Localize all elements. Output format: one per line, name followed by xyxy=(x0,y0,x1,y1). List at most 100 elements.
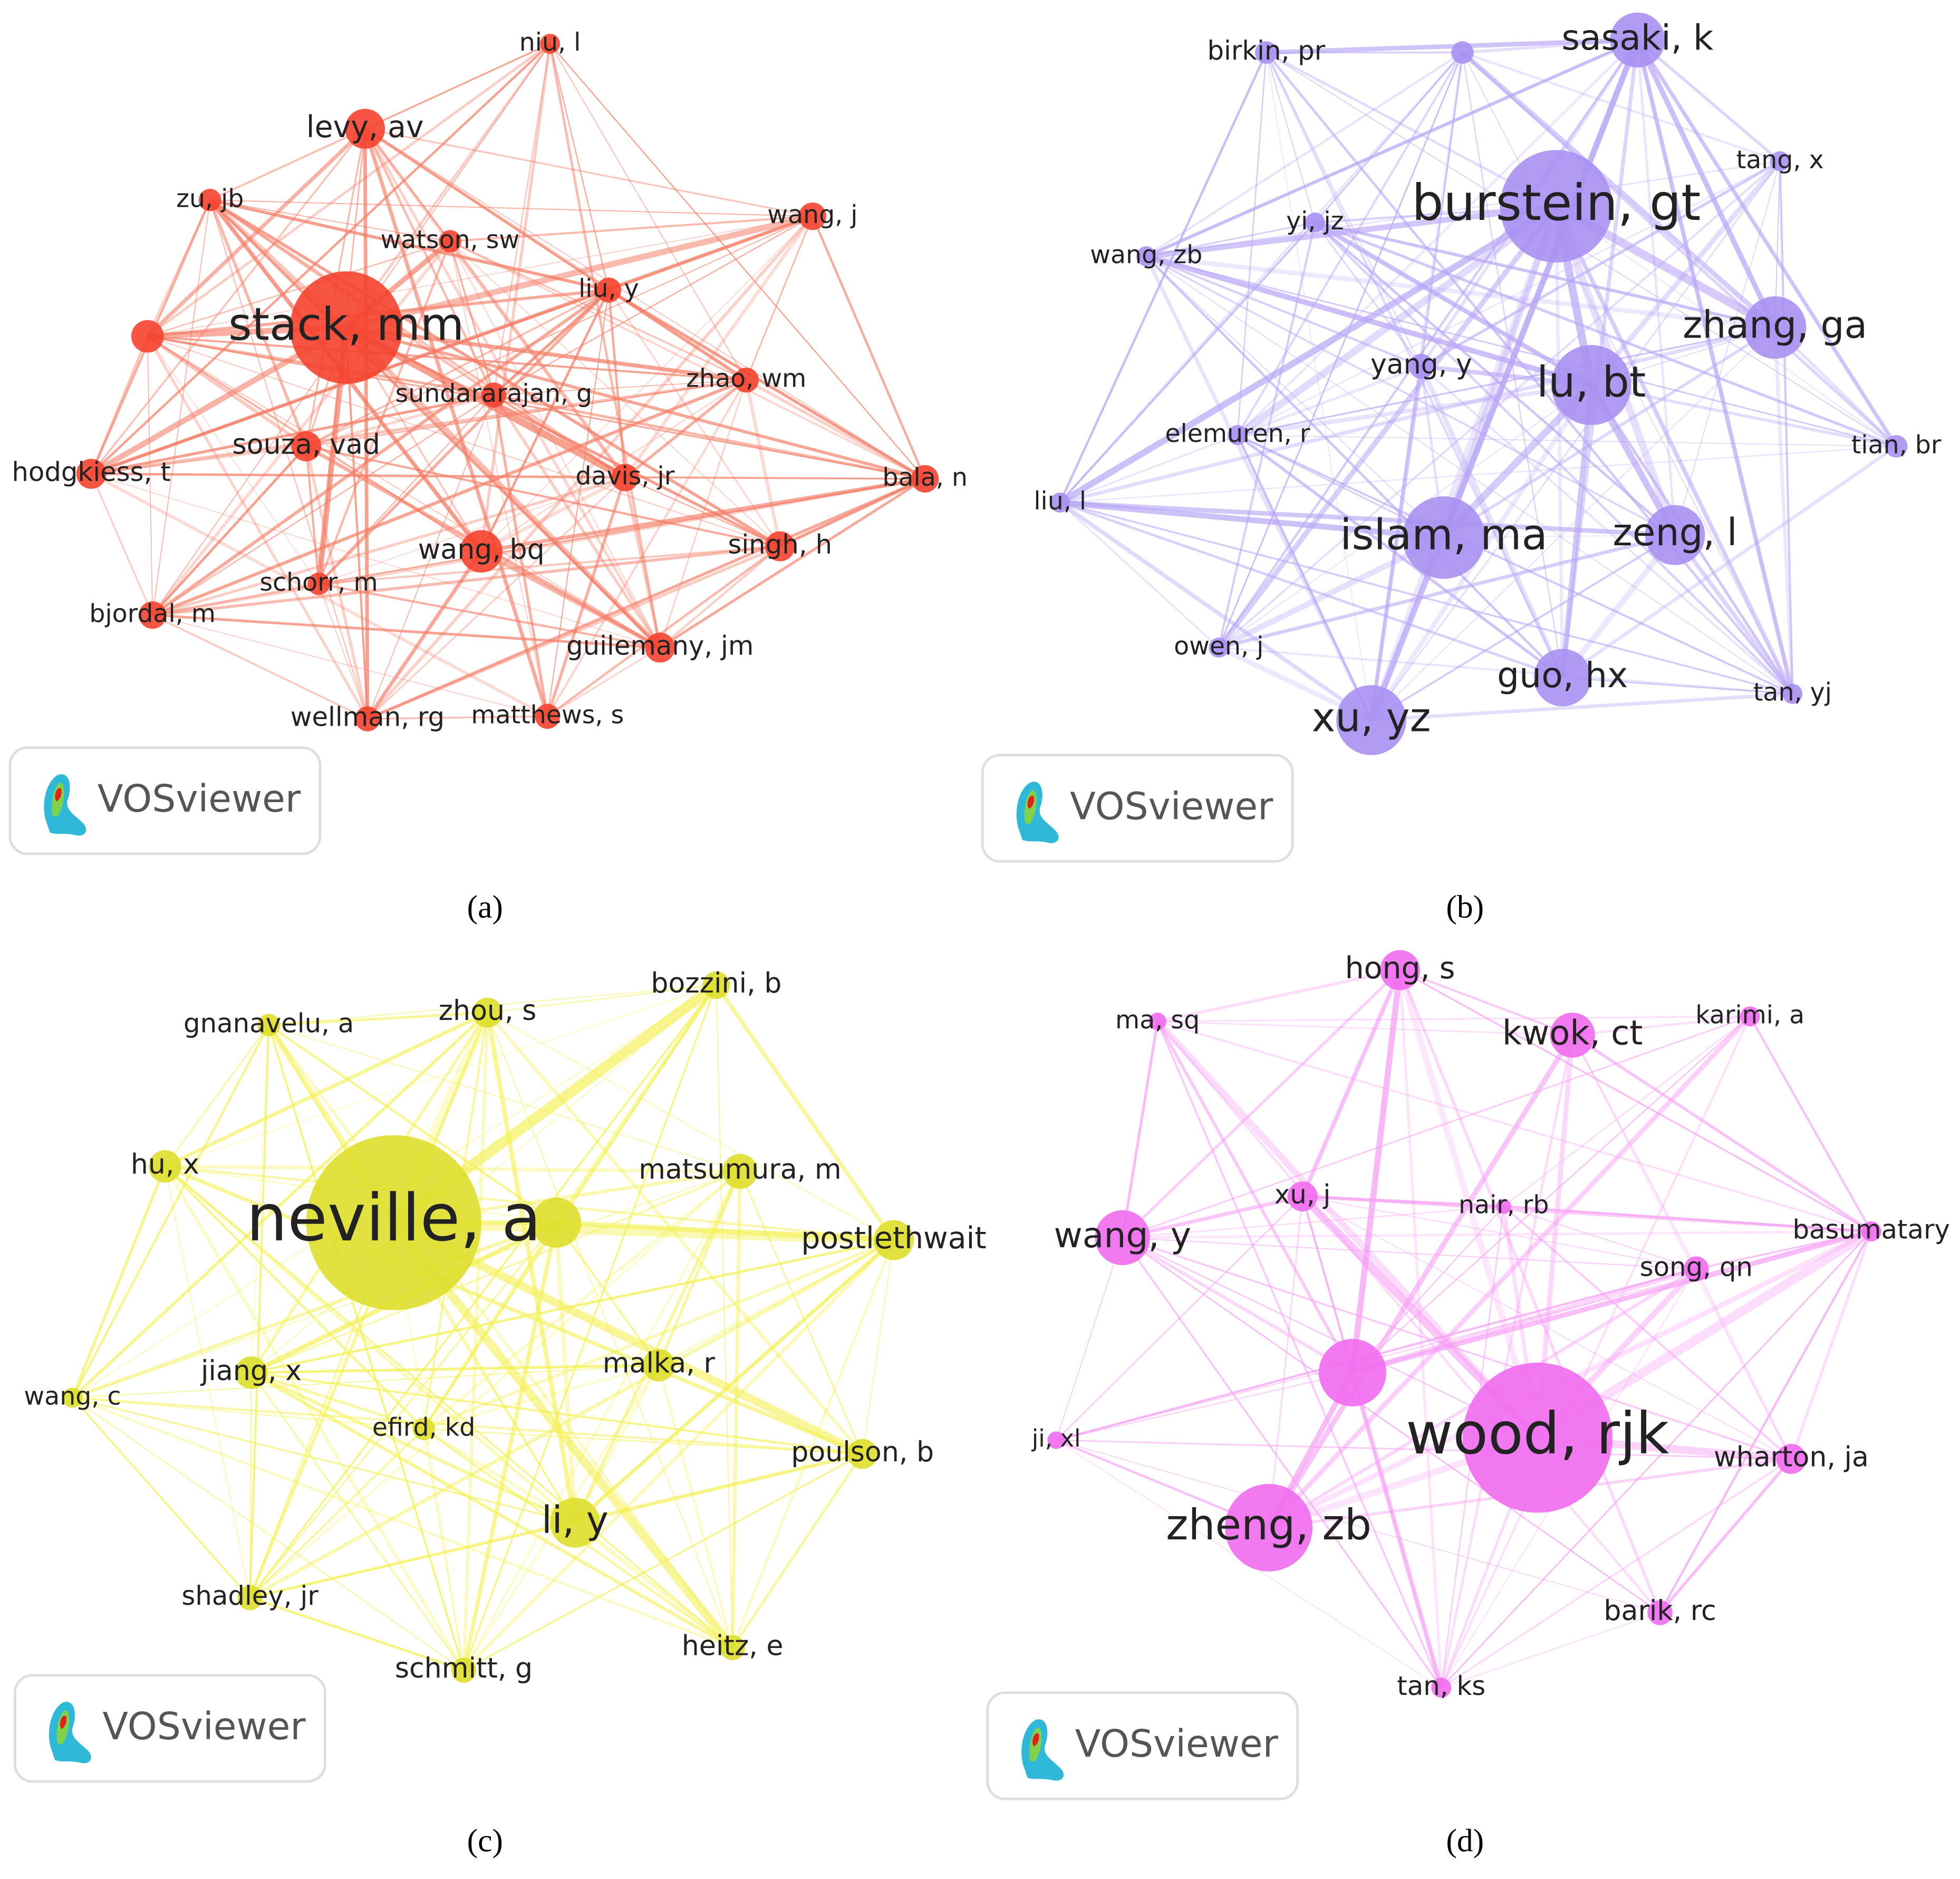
edge xyxy=(1441,1231,1872,1689)
node-label: levy, av xyxy=(306,110,424,144)
logo-box xyxy=(8,746,322,855)
edge xyxy=(267,1025,465,1671)
logo-text: VOSviewer xyxy=(102,1704,306,1748)
edge xyxy=(1265,52,1794,695)
node xyxy=(1645,505,1705,565)
node-label: kwok, ct xyxy=(1502,1014,1643,1053)
node-label: wang, c xyxy=(24,1382,121,1411)
node-label: tian, br xyxy=(1851,430,1942,459)
edge xyxy=(251,1364,659,1374)
node-label: xu, j xyxy=(1275,1179,1330,1210)
edge xyxy=(423,1428,863,1455)
node xyxy=(198,188,221,211)
edge xyxy=(147,335,925,480)
edge xyxy=(745,379,926,480)
edge xyxy=(624,477,780,547)
edge xyxy=(1419,365,1565,679)
node xyxy=(76,459,107,489)
edge xyxy=(1059,502,1793,695)
edge xyxy=(1058,203,1558,506)
edge xyxy=(1421,52,1463,367)
edge xyxy=(462,1171,741,1671)
edge xyxy=(210,199,813,217)
edge xyxy=(267,1024,734,1649)
edge xyxy=(165,984,717,1167)
node xyxy=(345,109,385,149)
edge xyxy=(249,1596,465,1672)
logo-icon xyxy=(1021,1719,1064,1781)
node xyxy=(1402,496,1485,579)
node xyxy=(131,320,164,353)
edge xyxy=(1146,160,1780,257)
node-label: neville, a xyxy=(246,1181,541,1256)
edge xyxy=(573,1364,660,1524)
node-label: nair, rb xyxy=(1459,1191,1549,1220)
node xyxy=(1500,150,1613,263)
edge xyxy=(1302,1194,1504,1208)
edge xyxy=(1266,1034,1575,1529)
edge xyxy=(449,240,661,648)
edge xyxy=(151,240,451,616)
edge xyxy=(152,200,211,615)
edge xyxy=(1555,206,1565,678)
node-label: ji, xl xyxy=(1031,1424,1081,1452)
edge xyxy=(1122,1236,1354,1374)
node xyxy=(1227,425,1248,445)
edge xyxy=(1462,38,1638,54)
node-label: watson, sw xyxy=(381,226,520,255)
edge xyxy=(364,43,551,130)
edge xyxy=(209,199,369,719)
edge xyxy=(318,394,495,584)
labels: stack, mm levy, av niu, l zu, jb wang, j wats… xyxy=(12,17,1950,1701)
edge xyxy=(1779,161,1794,694)
edge xyxy=(345,326,781,548)
edge xyxy=(1441,1458,1792,1689)
node-label: wang, bq xyxy=(418,534,545,565)
node-label: xu, yz xyxy=(1312,694,1431,740)
edge xyxy=(658,1239,894,1366)
edge xyxy=(1695,1268,1793,1460)
node-label: guo, hx xyxy=(1497,654,1628,696)
edge xyxy=(1462,51,1781,162)
edge xyxy=(1696,1230,1872,1270)
node xyxy=(1225,1483,1313,1572)
node-label: guilemany, jm xyxy=(566,630,754,661)
node-label: bjordal, m xyxy=(89,599,216,628)
edge xyxy=(164,1165,576,1524)
edge xyxy=(1122,1237,1696,1270)
edge xyxy=(1635,39,1795,695)
node xyxy=(1684,1256,1709,1281)
edge xyxy=(1368,38,1640,721)
edge xyxy=(1056,1231,1871,1441)
edge xyxy=(147,336,320,584)
node xyxy=(1095,1210,1150,1266)
edge xyxy=(250,985,717,1373)
edge xyxy=(1059,325,1775,505)
panel-caption: (b) xyxy=(1446,889,1484,925)
edge xyxy=(739,1171,863,1454)
edge xyxy=(1673,534,1794,696)
edge xyxy=(1056,1440,1660,1613)
edge xyxy=(164,1164,864,1456)
logo-blob xyxy=(1016,782,1059,843)
node xyxy=(798,203,826,230)
edge xyxy=(208,199,308,447)
node xyxy=(291,431,322,461)
edge xyxy=(1121,969,1401,1239)
edge xyxy=(163,1165,466,1671)
edge xyxy=(318,545,780,585)
edge xyxy=(1302,1196,1697,1270)
edge xyxy=(268,1011,488,1027)
edge xyxy=(1146,256,1444,538)
node-label: elemuren, r xyxy=(1165,419,1310,448)
edge xyxy=(1674,161,1781,535)
edge xyxy=(318,582,661,649)
edge xyxy=(549,43,610,291)
node xyxy=(1610,12,1665,68)
edge xyxy=(249,1222,557,1598)
edge xyxy=(250,1025,269,1373)
node-label: islam, ma xyxy=(1340,510,1548,560)
edge xyxy=(450,215,813,243)
edge xyxy=(1572,1035,1792,1459)
